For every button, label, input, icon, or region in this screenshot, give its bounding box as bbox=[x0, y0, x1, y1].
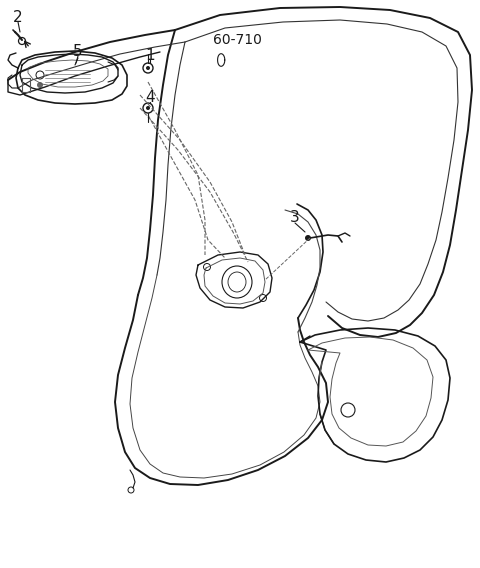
Text: 5: 5 bbox=[73, 44, 83, 60]
Text: 3: 3 bbox=[290, 211, 300, 225]
Text: 2: 2 bbox=[13, 10, 23, 26]
Text: 60-710: 60-710 bbox=[213, 33, 262, 47]
Circle shape bbox=[146, 66, 150, 70]
Text: 1: 1 bbox=[145, 48, 155, 62]
Circle shape bbox=[146, 106, 150, 110]
Text: 4: 4 bbox=[145, 90, 155, 106]
Circle shape bbox=[37, 82, 43, 88]
Circle shape bbox=[305, 235, 311, 241]
